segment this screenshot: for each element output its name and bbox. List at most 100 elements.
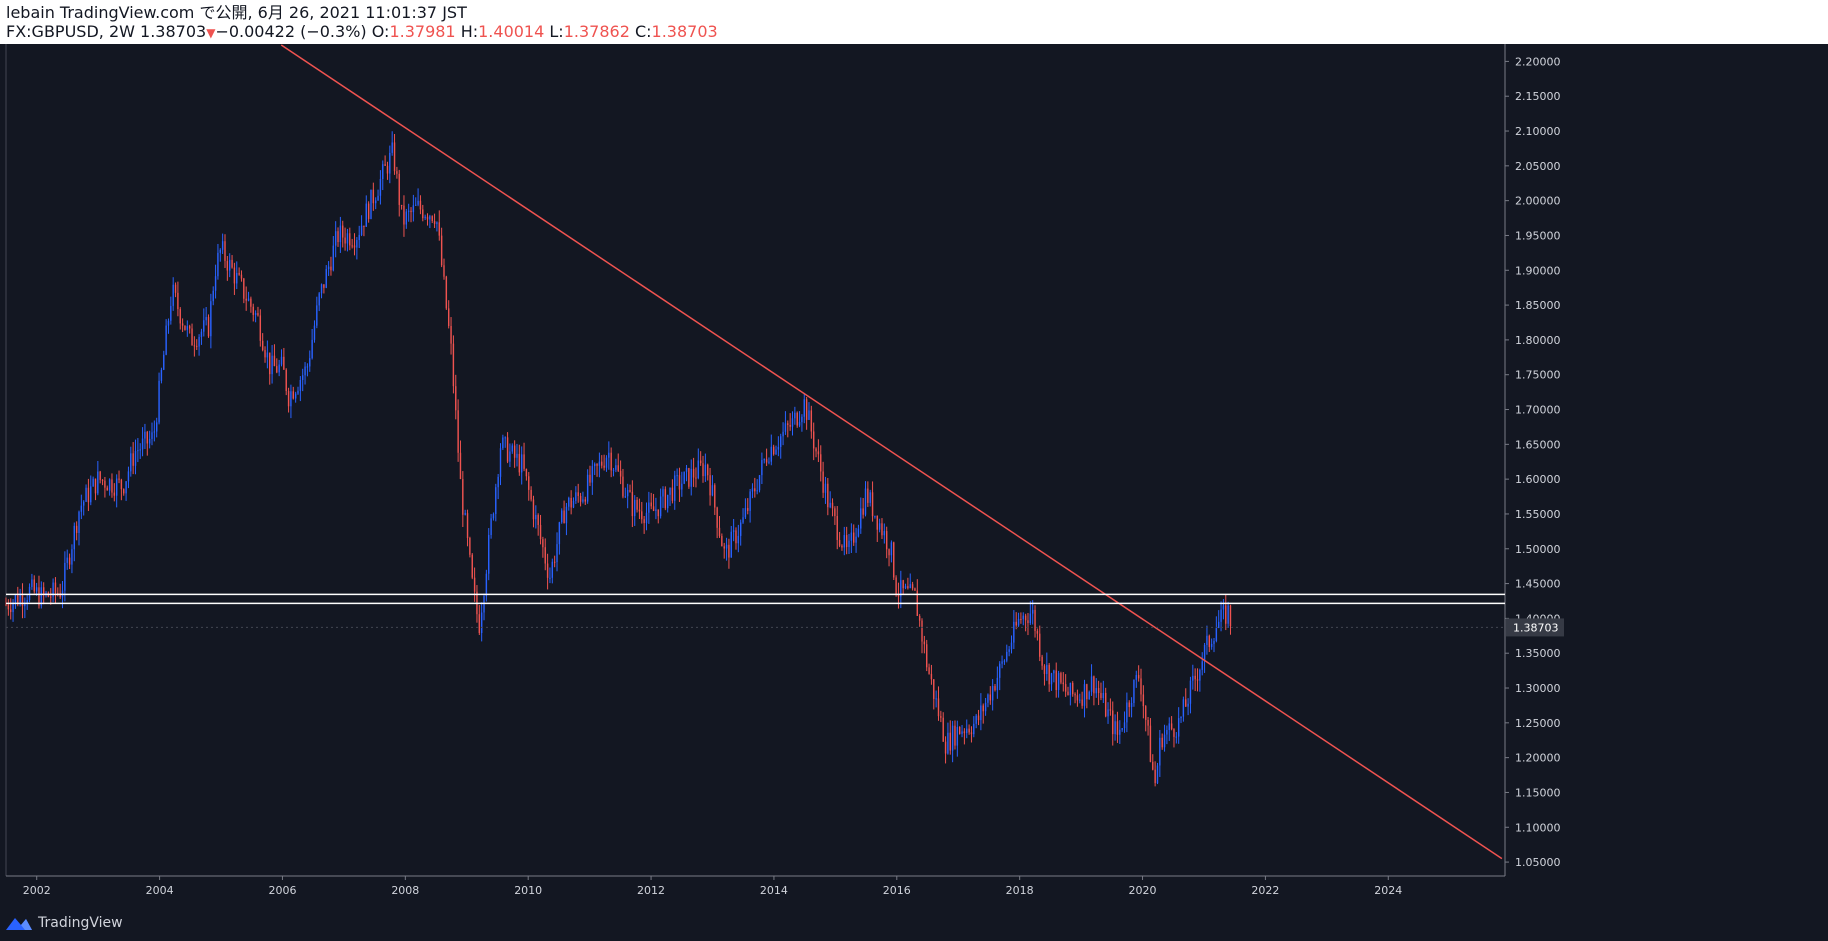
tradingview-logo-icon <box>6 918 32 930</box>
price-chart[interactable]: 1.05000 1.10000 1.15000 1.20000 1.25000 1.300… <box>0 44 1828 908</box>
candle-body <box>327 266 330 270</box>
candle-body <box>407 210 410 212</box>
candle-body <box>1008 649 1010 652</box>
candle-body <box>97 471 99 494</box>
candle-body <box>398 173 400 205</box>
x-tick-label: 2002 <box>23 884 51 897</box>
candle-body <box>1196 679 1199 681</box>
candle-body <box>966 728 968 734</box>
candle-body <box>316 305 318 326</box>
candle-body <box>1076 695 1079 701</box>
candle-body <box>984 702 987 712</box>
candle-body <box>285 369 287 392</box>
candle-body <box>212 290 214 302</box>
candle-body <box>294 393 297 399</box>
candle-body <box>440 235 443 266</box>
candle-body <box>280 356 283 365</box>
candle-body <box>509 451 511 462</box>
candle-body <box>608 452 610 458</box>
candle-body <box>841 545 843 548</box>
candle-body <box>963 731 966 734</box>
y-tick-label: 1.70000 <box>1515 404 1561 417</box>
candle-body <box>662 489 664 497</box>
candle-body <box>744 508 747 518</box>
candle-body <box>537 514 539 525</box>
candle-body <box>1031 609 1034 614</box>
candle-body <box>438 222 440 236</box>
candle-body <box>666 494 669 509</box>
candle-body <box>42 587 45 595</box>
candle-body <box>721 536 723 547</box>
candle-body <box>506 437 509 462</box>
candle-body <box>433 221 436 224</box>
candle-body <box>177 292 179 310</box>
candle-body <box>634 499 636 517</box>
candle-body <box>17 595 19 605</box>
candle-body <box>737 535 740 544</box>
candle-body <box>1206 635 1208 645</box>
candle-body <box>652 506 655 511</box>
candle-body <box>921 620 923 642</box>
candle-body <box>655 509 657 511</box>
candle-body <box>144 431 146 439</box>
candle-body <box>558 522 561 545</box>
candle-body <box>57 592 59 594</box>
candle-body <box>678 475 681 490</box>
candle-body <box>75 525 78 533</box>
candle-body <box>513 445 516 458</box>
candle-body <box>158 380 160 423</box>
candle-body <box>488 535 490 574</box>
candle-body <box>1222 605 1225 610</box>
candle-body <box>742 517 744 523</box>
candle-body <box>991 686 994 701</box>
candle-body <box>780 436 782 447</box>
candle-body <box>349 233 351 246</box>
candle-body <box>358 234 360 241</box>
candle-body <box>94 478 97 494</box>
candle-body <box>695 477 697 479</box>
candle-body <box>961 731 963 734</box>
candle-body <box>54 582 57 593</box>
candle-body <box>572 500 575 508</box>
candle-body <box>756 490 758 492</box>
candle-body <box>553 561 556 563</box>
candle-body <box>843 535 846 548</box>
candle-body <box>918 615 921 621</box>
close-label: C: <box>634 22 652 41</box>
candle-body <box>598 461 601 466</box>
candle-body <box>824 483 827 493</box>
candle-body <box>709 475 711 496</box>
candle-body <box>151 432 153 439</box>
candle-body <box>1142 694 1145 707</box>
candle-body <box>137 450 139 452</box>
candle-body <box>1114 721 1116 735</box>
candle-body <box>812 431 815 449</box>
candle-body <box>914 588 916 591</box>
candle-body <box>1215 628 1218 642</box>
candle-body <box>480 612 483 634</box>
candle-body <box>504 437 506 439</box>
candle-body <box>66 557 68 563</box>
candle-body <box>933 679 935 699</box>
candle-body <box>570 497 572 508</box>
candle-body <box>664 489 667 509</box>
candle-body <box>1213 641 1215 644</box>
candle-body <box>1055 670 1057 691</box>
candle-body <box>1218 621 1220 629</box>
candle-body <box>636 499 638 510</box>
candle-body <box>165 325 167 355</box>
candle-body <box>254 313 257 315</box>
candle-body <box>794 412 796 419</box>
candle-body <box>1090 676 1093 692</box>
candle-body <box>676 475 678 477</box>
candle-body <box>1180 716 1182 719</box>
candle-body <box>172 284 174 306</box>
candle-body <box>551 561 554 578</box>
candle-body <box>650 502 652 507</box>
candle-body <box>885 531 888 550</box>
candle-body <box>530 489 532 500</box>
candle-body <box>1128 702 1130 708</box>
candle-body <box>132 453 134 466</box>
candle-body <box>860 508 862 529</box>
candle-body <box>360 225 363 235</box>
